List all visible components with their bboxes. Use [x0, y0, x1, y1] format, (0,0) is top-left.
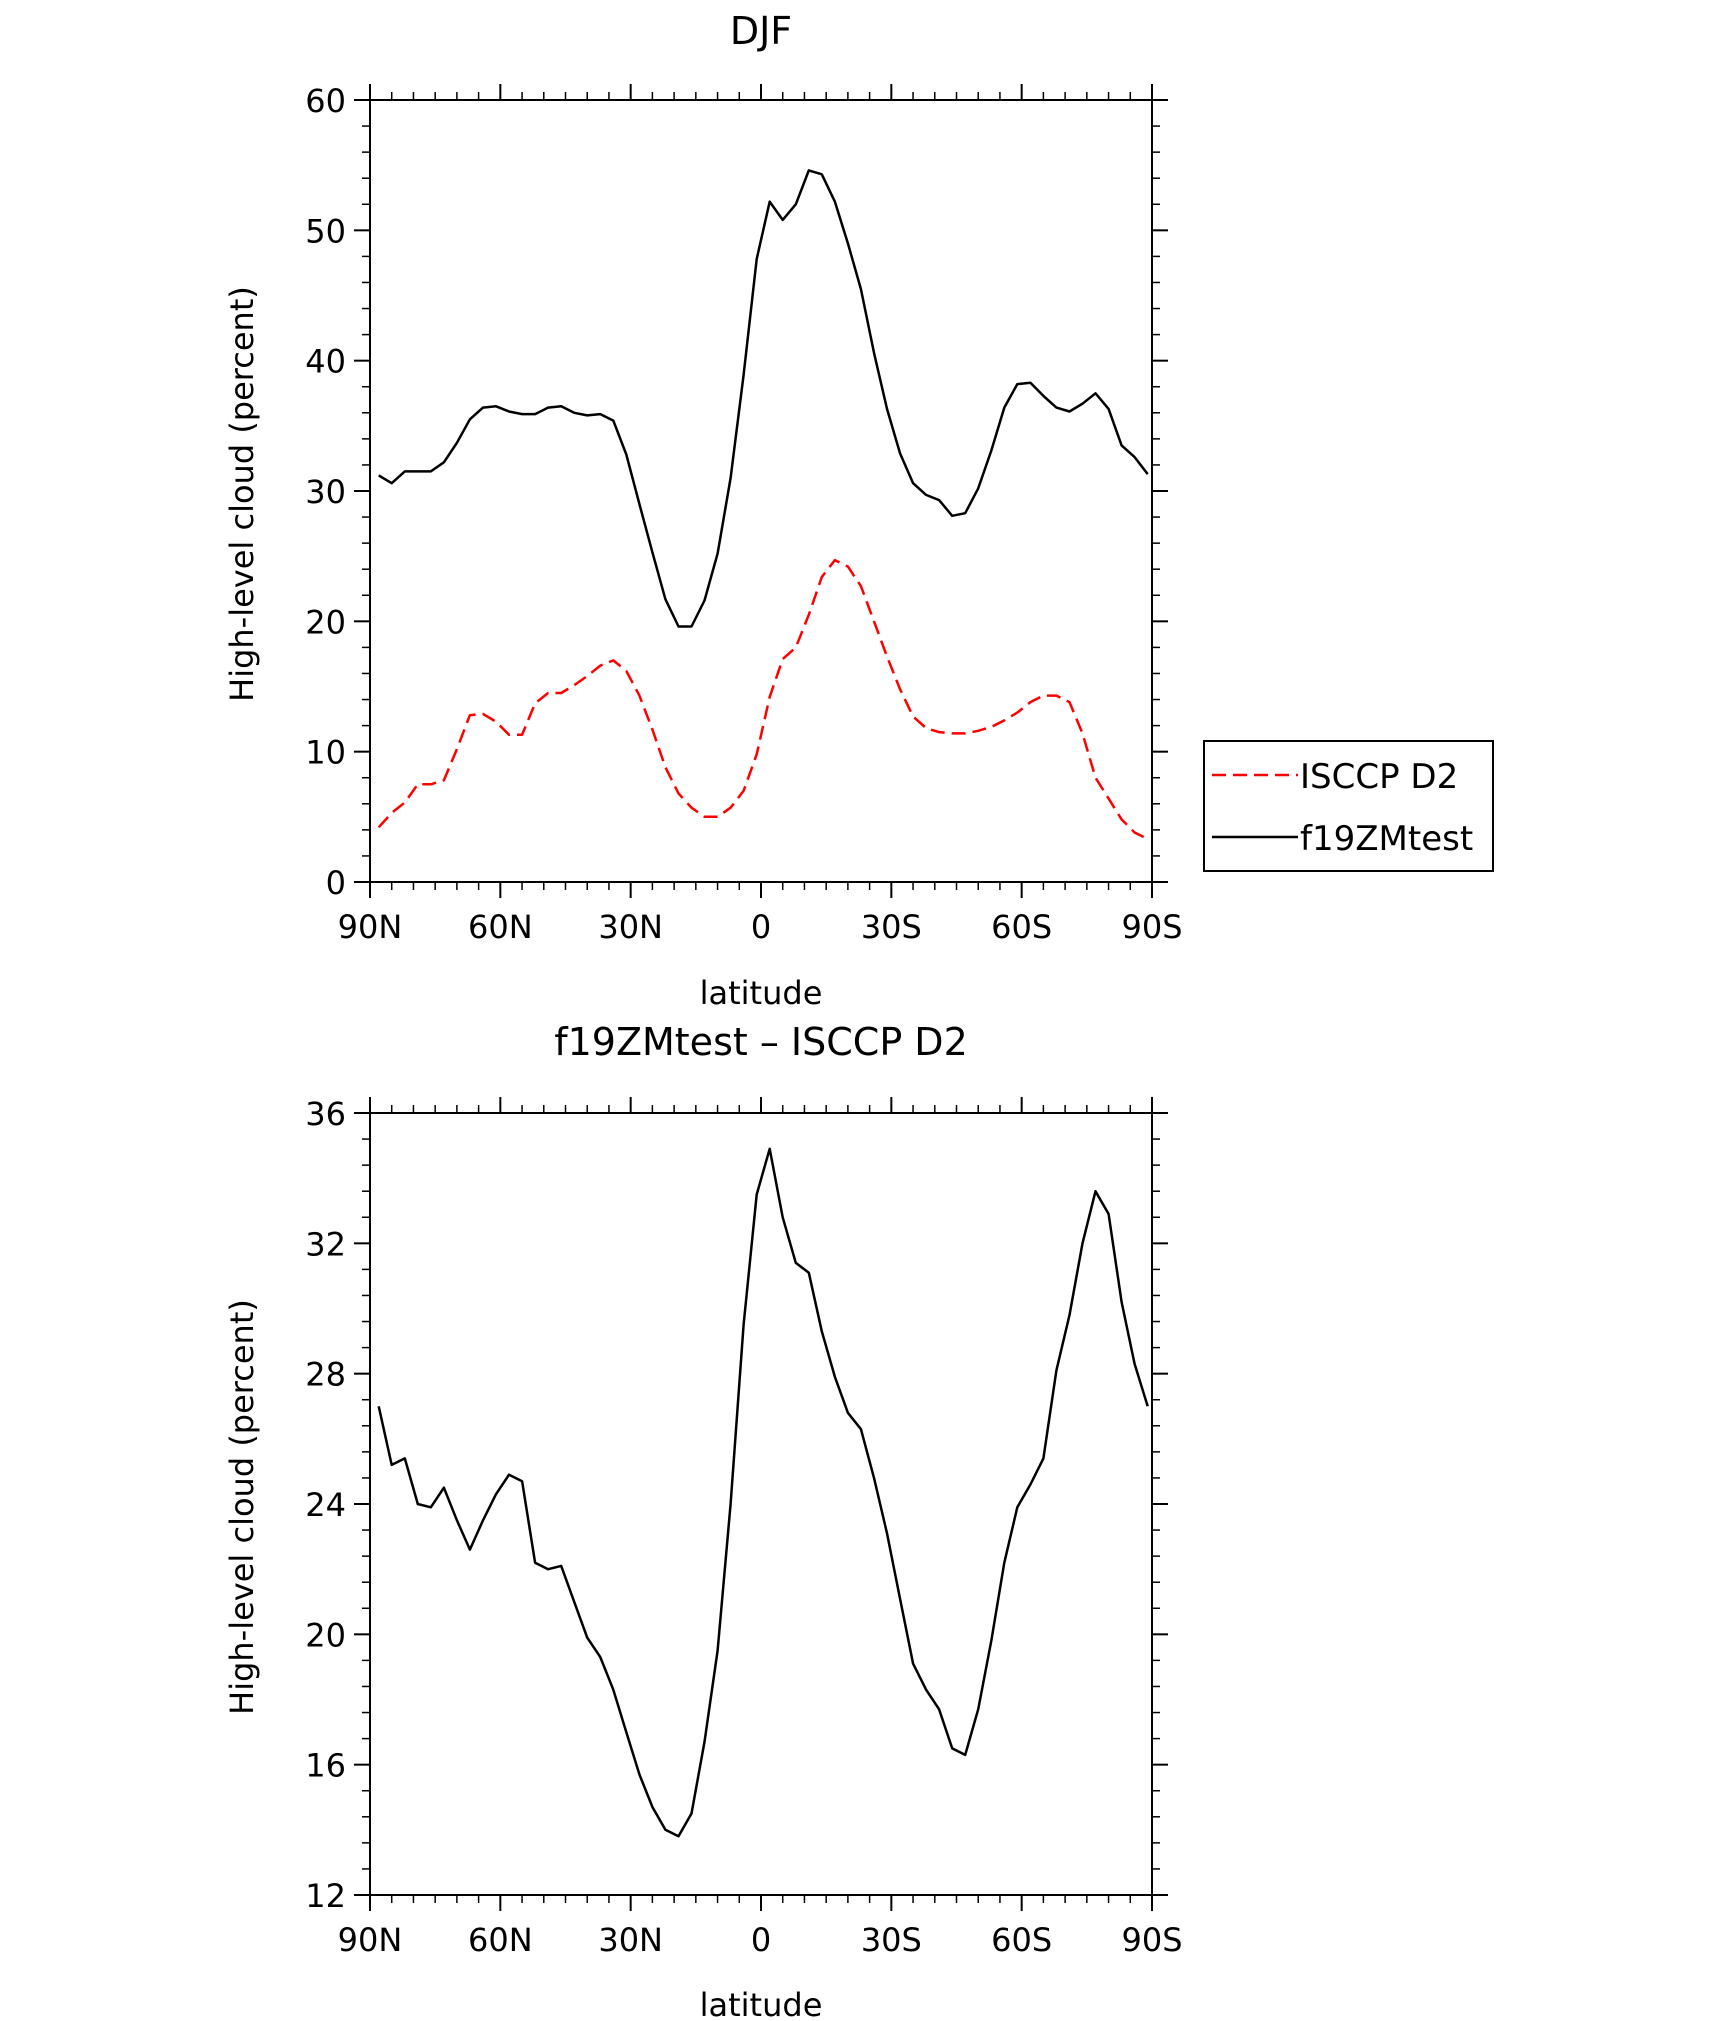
series-line-f19zmtest: [378, 169, 1149, 628]
y-tick-label: 36: [305, 1095, 346, 1133]
y-tick-label: 10: [305, 734, 346, 772]
chart-panel-difference: f19ZMtest – ISCCP D2 latitude High-level…: [223, 1020, 1183, 2021]
x-tick-label: 90N: [338, 908, 403, 946]
x-axis-label: latitude: [700, 1986, 823, 2021]
x-tick-label: 90N: [338, 1921, 403, 1959]
legend-box: [1203, 740, 1494, 872]
x-axis-label: latitude: [700, 974, 823, 1012]
y-tick-label: 20: [305, 1616, 346, 1654]
x-tick-label: 30S: [861, 1921, 922, 1959]
chart-title: f19ZMtest – ISCCP D2: [554, 1020, 968, 1064]
y-tick-label: 12: [305, 1877, 346, 1915]
x-tick-label: 0: [751, 908, 771, 946]
x-tick-label: 0: [751, 1921, 771, 1959]
y-axis-label: High-level cloud (percent): [223, 286, 261, 702]
legend-label-f19zmtest: f19ZMtest: [1300, 819, 1473, 859]
x-tick-label: 90S: [1121, 908, 1182, 946]
x-tick-label: 30N: [598, 1921, 663, 1959]
y-tick-label: 16: [305, 1747, 346, 1785]
chart-title: DJF: [730, 9, 792, 53]
series-line-difference: [377, 1147, 1149, 1838]
x-tick-label: 60N: [468, 908, 533, 946]
x-tick-label: 30S: [861, 908, 922, 946]
x-tick-label: 90S: [1121, 1921, 1182, 1959]
x-tick-label: 60S: [991, 908, 1052, 946]
plot-area: 90N 60N 30N 0 30S 60S 90S 12 16 20 24 28 32 36: [305, 1095, 1182, 1959]
y-tick-label: 24: [305, 1486, 346, 1524]
x-tick-label: 60S: [991, 1921, 1052, 1959]
y-axis-label: High-level cloud (percent): [223, 1299, 261, 1715]
x-tick-label: 60N: [468, 1921, 533, 1959]
x-tick-label: 30N: [598, 908, 663, 946]
chart-panel-djf: DJF latitude High-level cloud (percent) …: [223, 9, 1494, 1012]
y-tick-label: 0: [326, 864, 346, 902]
legend: ISCCP D2 f19ZMtest: [1203, 740, 1494, 872]
series-line-isccp-d2: [377, 558, 1149, 841]
y-tick-label: 28: [305, 1356, 346, 1394]
y-tick-label: 32: [305, 1225, 346, 1263]
plot-area: 90N 60N 30N 0 30S 60S 90S 0 10 20 30 40 50 60: [305, 82, 1182, 946]
legend-label-isccp-d2: ISCCP D2: [1300, 757, 1458, 797]
y-tick-label: 20: [305, 603, 346, 641]
y-tick-label: 30: [305, 473, 346, 511]
y-tick-label: 50: [305, 212, 346, 250]
y-tick-label: 60: [305, 82, 346, 120]
y-tick-label: 40: [305, 343, 346, 381]
